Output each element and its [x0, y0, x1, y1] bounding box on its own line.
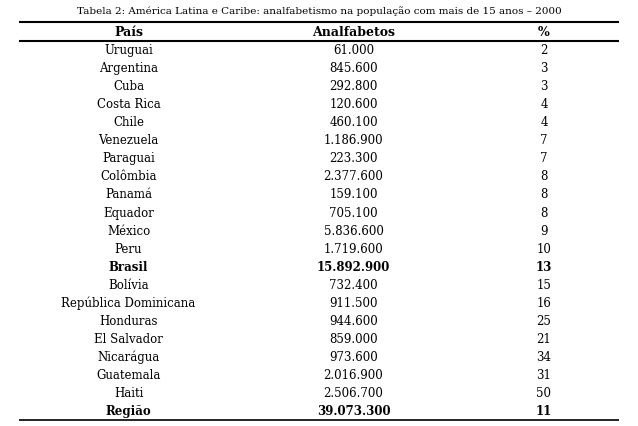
Text: 705.100: 705.100 [329, 206, 378, 219]
Text: %: % [538, 26, 550, 39]
Text: 15.892.900: 15.892.900 [317, 260, 390, 273]
Text: 460.100: 460.100 [329, 116, 378, 129]
Text: Analfabetos: Analfabetos [312, 26, 395, 39]
Text: 25: 25 [537, 314, 551, 327]
Text: 2.377.600: 2.377.600 [323, 170, 383, 183]
Text: El Salvador: El Salvador [94, 332, 163, 345]
Text: 5.836.600: 5.836.600 [323, 224, 383, 237]
Text: México: México [107, 224, 150, 237]
Text: 3: 3 [540, 62, 547, 75]
Text: 39.073.300: 39.073.300 [316, 404, 390, 417]
Text: Peru: Peru [115, 242, 142, 255]
Text: 13: 13 [536, 260, 552, 273]
Text: Paraguai: Paraguai [102, 152, 155, 165]
Text: 732.400: 732.400 [329, 278, 378, 291]
Text: Tabela 2: América Latina e Caribe: analfabetismo na população com mais de 15 ano: Tabela 2: América Latina e Caribe: analf… [77, 6, 561, 16]
Text: 2.016.900: 2.016.900 [323, 368, 383, 381]
Text: 120.600: 120.600 [329, 98, 378, 111]
Text: Cuba: Cuba [113, 80, 144, 93]
Text: Argentina: Argentina [99, 62, 158, 75]
Text: 4: 4 [540, 116, 547, 129]
Text: 223.300: 223.300 [329, 152, 378, 165]
Text: Bolívia: Bolívia [108, 278, 149, 291]
Text: 2.506.700: 2.506.700 [323, 386, 383, 399]
Text: 7: 7 [540, 134, 547, 147]
Text: 16: 16 [537, 296, 551, 309]
Text: 911.500: 911.500 [329, 296, 378, 309]
Text: Chile: Chile [113, 116, 144, 129]
Text: Colômbia: Colômbia [100, 170, 157, 183]
Text: Guatemala: Guatemala [96, 368, 161, 381]
Text: 50: 50 [537, 386, 551, 399]
Text: 7: 7 [540, 152, 547, 165]
Text: 2: 2 [540, 44, 547, 57]
Text: 8: 8 [540, 206, 547, 219]
Text: 973.600: 973.600 [329, 350, 378, 363]
Text: 1.719.600: 1.719.600 [323, 242, 383, 255]
Text: 944.600: 944.600 [329, 314, 378, 327]
Text: Nicarágua: Nicarágua [98, 350, 160, 363]
Text: República Dominicana: República Dominicana [61, 296, 196, 309]
Text: 8: 8 [540, 170, 547, 183]
Text: 3: 3 [540, 80, 547, 93]
Text: 15: 15 [537, 278, 551, 291]
Text: 10: 10 [537, 242, 551, 255]
Text: 11: 11 [536, 404, 552, 417]
Text: 31: 31 [537, 368, 551, 381]
Text: 8: 8 [540, 188, 547, 201]
Text: Brasil: Brasil [109, 260, 148, 273]
Text: Uruguai: Uruguai [104, 44, 153, 57]
Text: 4: 4 [540, 98, 547, 111]
Text: Haiti: Haiti [114, 386, 144, 399]
Text: Venezuela: Venezuela [98, 134, 159, 147]
Text: 859.000: 859.000 [329, 332, 378, 345]
Text: Honduras: Honduras [100, 314, 158, 327]
Text: 9: 9 [540, 224, 547, 237]
Text: Costa Rica: Costa Rica [97, 98, 161, 111]
Text: 845.600: 845.600 [329, 62, 378, 75]
Text: Região: Região [106, 404, 151, 417]
Text: 61.000: 61.000 [333, 44, 374, 57]
Text: 21: 21 [537, 332, 551, 345]
Text: Panamá: Panamá [105, 188, 152, 201]
Text: 34: 34 [537, 350, 551, 363]
Text: Equador: Equador [103, 206, 154, 219]
Text: 292.800: 292.800 [329, 80, 378, 93]
Text: 1.186.900: 1.186.900 [323, 134, 383, 147]
Text: País: País [114, 26, 143, 39]
Text: 159.100: 159.100 [329, 188, 378, 201]
